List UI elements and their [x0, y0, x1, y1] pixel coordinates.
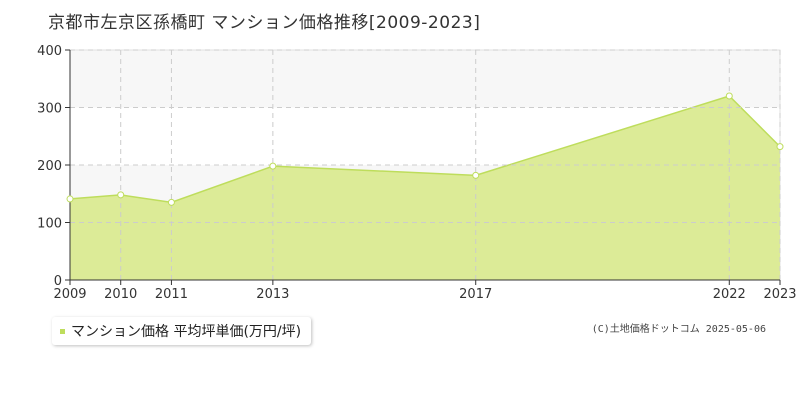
x-tick-label: 2010: [104, 287, 137, 302]
data-point: [269, 162, 277, 170]
x-tick-label: 2017: [459, 287, 492, 302]
data-point: [725, 92, 733, 100]
data-point: [117, 191, 125, 199]
data-point: [167, 198, 175, 206]
credit-text: (C)土地価格ドットコム 2025-05-06: [591, 324, 766, 335]
y-tick-label: 300: [37, 102, 62, 117]
x-tick-label: 2009: [53, 287, 86, 302]
x-tick-label: 2023: [763, 287, 796, 302]
data-point: [472, 171, 480, 179]
y-tick-label: 400: [37, 44, 62, 59]
legend-label: マンション価格 平均坪単価(万円/坪): [71, 324, 302, 340]
x-tick-label: 2011: [155, 287, 188, 302]
data-point: [776, 143, 784, 151]
legend-swatch: [60, 328, 65, 334]
y-tick-label: 200: [37, 159, 62, 174]
x-tick-label: 2013: [256, 287, 289, 302]
y-tick-label: 0: [54, 274, 62, 289]
x-tick-label: 2022: [713, 287, 746, 302]
grid-band: [70, 50, 780, 108]
chart-title: 京都市左京区孫橋町 マンション価格推移[2009-2023]: [48, 13, 481, 33]
y-tick-label: 100: [37, 217, 62, 232]
series-area: [70, 96, 780, 280]
data-point: [66, 195, 74, 203]
legend: マンション価格 平均坪単価(万円/坪): [52, 317, 312, 345]
